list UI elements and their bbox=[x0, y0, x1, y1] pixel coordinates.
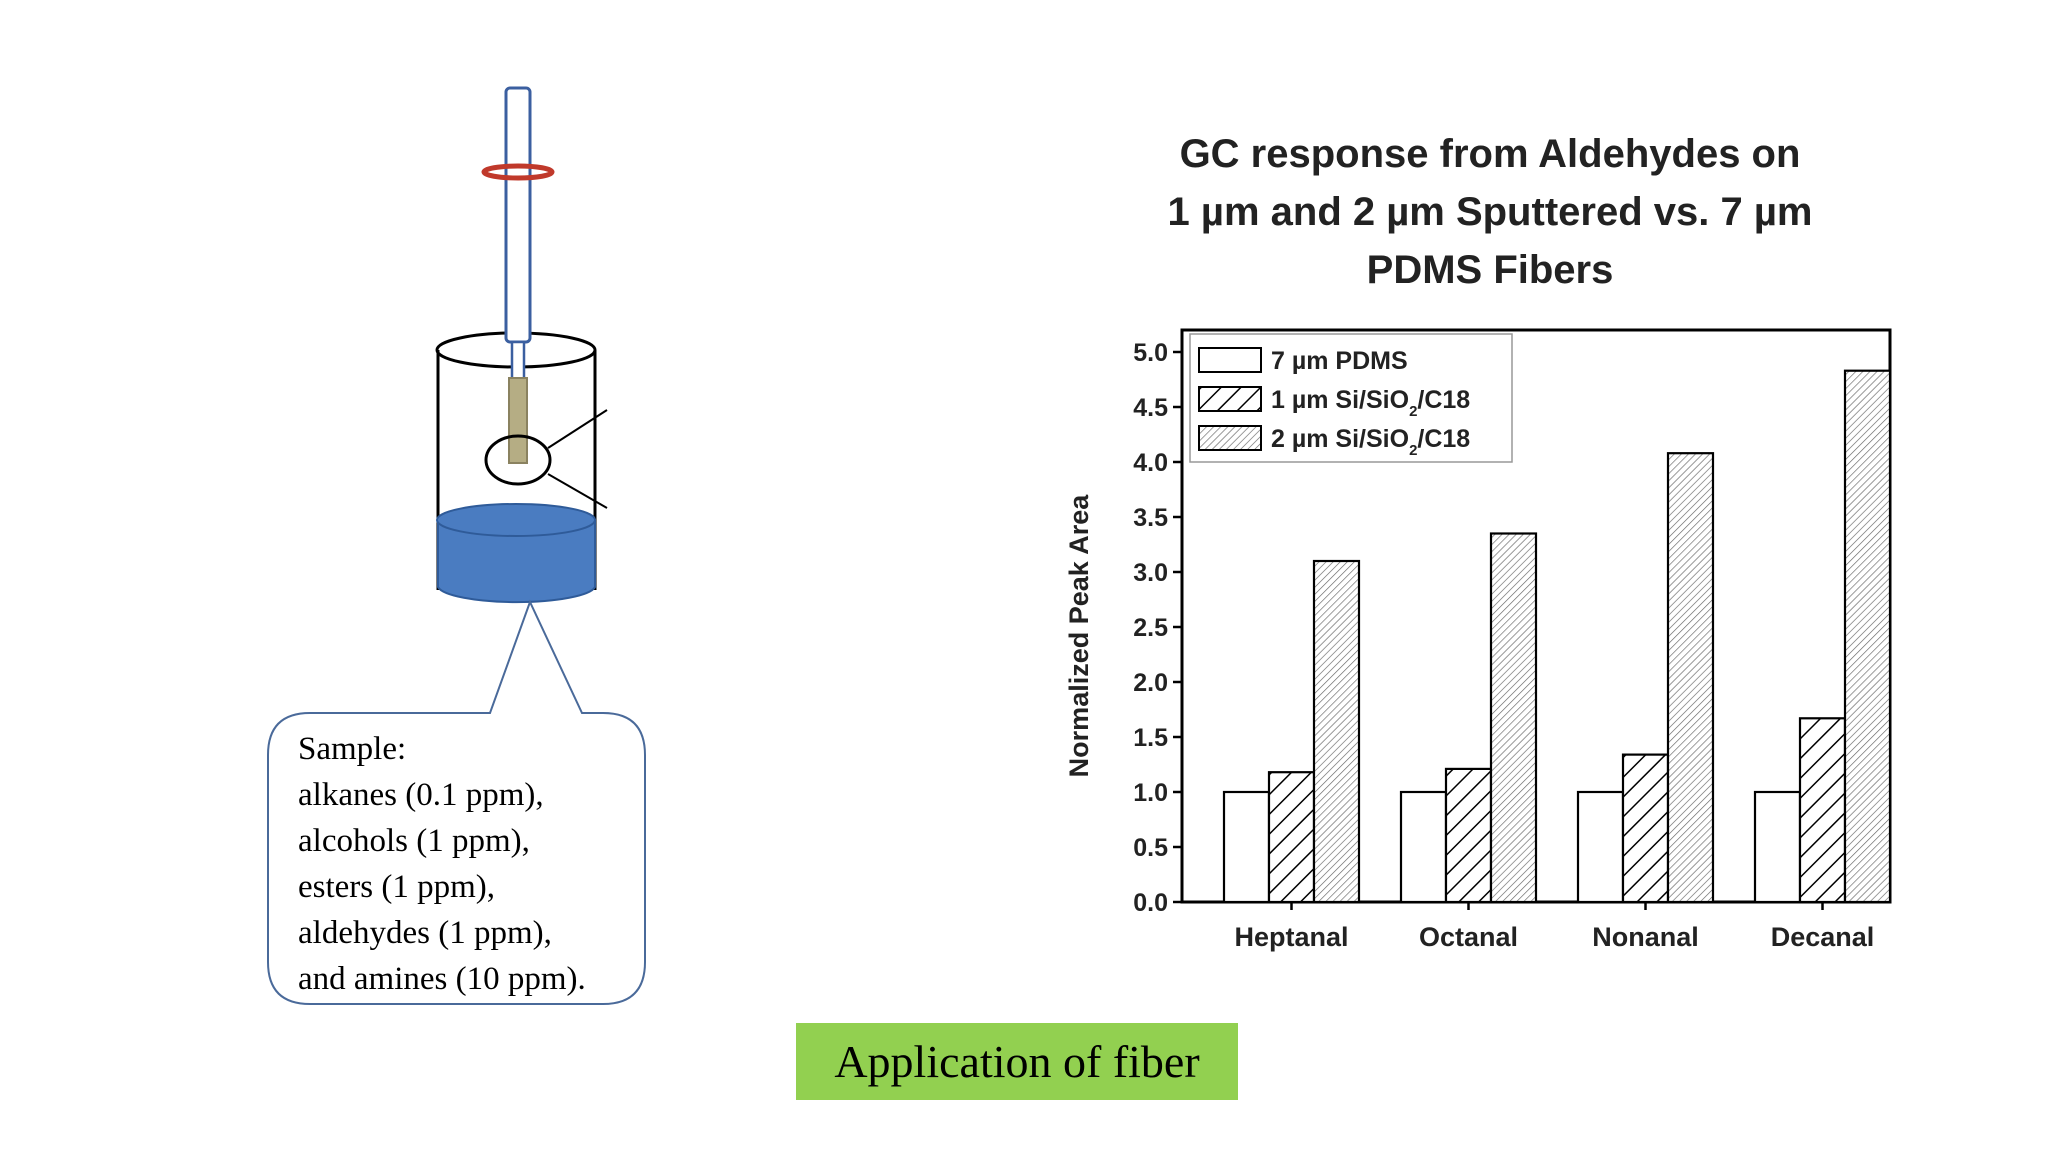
y-axis-label: Normalized Peak Area bbox=[1064, 494, 1094, 778]
legend-swatch bbox=[1198, 425, 1262, 451]
x-tick-label: Decanal bbox=[1771, 922, 1875, 952]
chart-title-line: PDMS Fibers bbox=[1366, 248, 1614, 292]
y-tick-label: 0.5 bbox=[1133, 834, 1168, 862]
legend-swatch bbox=[1198, 347, 1262, 373]
bar bbox=[1843, 369, 1892, 904]
x-tick-label: Nonanal bbox=[1592, 922, 1699, 952]
y-tick-label: 1.5 bbox=[1133, 724, 1168, 752]
bar bbox=[1621, 753, 1670, 904]
callout-line: esters (1 ppm), bbox=[298, 869, 496, 905]
x-tick-label: Heptanal bbox=[1234, 922, 1348, 952]
bar bbox=[1222, 790, 1271, 904]
legend-entry: 1 µm Si/SiO2/C18 bbox=[1271, 386, 1470, 420]
chart-title-line: 1 µm and 2 µm Sputtered vs. 7 µm bbox=[1167, 190, 1813, 234]
liquid-sample bbox=[437, 519, 596, 604]
magnify-line-lower bbox=[547, 473, 608, 509]
chart-title: GC response from Aldehydes on 1 µm and 2… bbox=[1085, 125, 1895, 299]
callout-line: aldehydes (1 ppm), bbox=[298, 915, 552, 951]
y-tick-label: 1.0 bbox=[1133, 779, 1168, 807]
y-tick-label: 5.0 bbox=[1133, 339, 1168, 367]
y-tick-label: 3.5 bbox=[1133, 504, 1168, 532]
coated-fiber bbox=[508, 377, 528, 464]
x-tick-label: Octanal bbox=[1419, 922, 1518, 952]
chart-layer: 0.0 0.5 1.0 1.5 2.0 2.5 3.0 3.5 4.0 4.5 5.0 Normali… bbox=[1064, 328, 1892, 952]
y-tick-label: 2.5 bbox=[1133, 614, 1168, 642]
sample-callout-text: Sample: alkanes (0.1 ppm), alcohols (1 p… bbox=[298, 726, 658, 1002]
bar bbox=[1489, 532, 1538, 904]
legend-entry: 7 µm PDMS bbox=[1271, 347, 1408, 375]
y-tick-label: 4.5 bbox=[1133, 394, 1168, 422]
callout-line: alcohols (1 ppm), bbox=[298, 823, 530, 859]
magnify-circle bbox=[484, 434, 552, 486]
bar bbox=[1312, 559, 1361, 904]
chart-title-line: GC response from Aldehydes on bbox=[1179, 132, 1801, 176]
legend-swatch bbox=[1198, 386, 1262, 412]
bar bbox=[1267, 771, 1316, 904]
spme-apparatus-diagram bbox=[267, 86, 646, 1005]
liquid-surface bbox=[436, 503, 596, 537]
bar bbox=[1798, 717, 1847, 904]
holder-o-ring bbox=[481, 163, 555, 181]
slide-caption: Application of fiber bbox=[796, 1023, 1238, 1100]
magnify-line-upper bbox=[547, 409, 608, 449]
sample-callout-bubble bbox=[267, 599, 646, 1005]
callout-line: Sample: bbox=[298, 731, 407, 767]
bar-chart: 0.0 0.5 1.0 1.5 2.0 2.5 3.0 3.5 4.0 4.5 5.0 Normali… bbox=[1064, 328, 1892, 952]
y-tick-label: 3.0 bbox=[1133, 559, 1168, 587]
bar bbox=[1666, 452, 1715, 904]
y-tick-label: 2.0 bbox=[1133, 669, 1168, 697]
fiber-holder-tube[interactable] bbox=[504, 86, 532, 344]
bar bbox=[1576, 790, 1625, 904]
callout-line: and amines (10 ppm). bbox=[298, 961, 586, 997]
bar bbox=[1399, 790, 1448, 904]
y-tick-label: 0.0 bbox=[1133, 889, 1168, 917]
y-tick-label: 4.0 bbox=[1133, 449, 1168, 477]
callout-line: alkanes (0.1 ppm), bbox=[298, 777, 544, 813]
bar bbox=[1753, 790, 1802, 904]
bar bbox=[1444, 767, 1493, 904]
legend-entry: 2 µm Si/SiO2/C18 bbox=[1271, 425, 1470, 459]
